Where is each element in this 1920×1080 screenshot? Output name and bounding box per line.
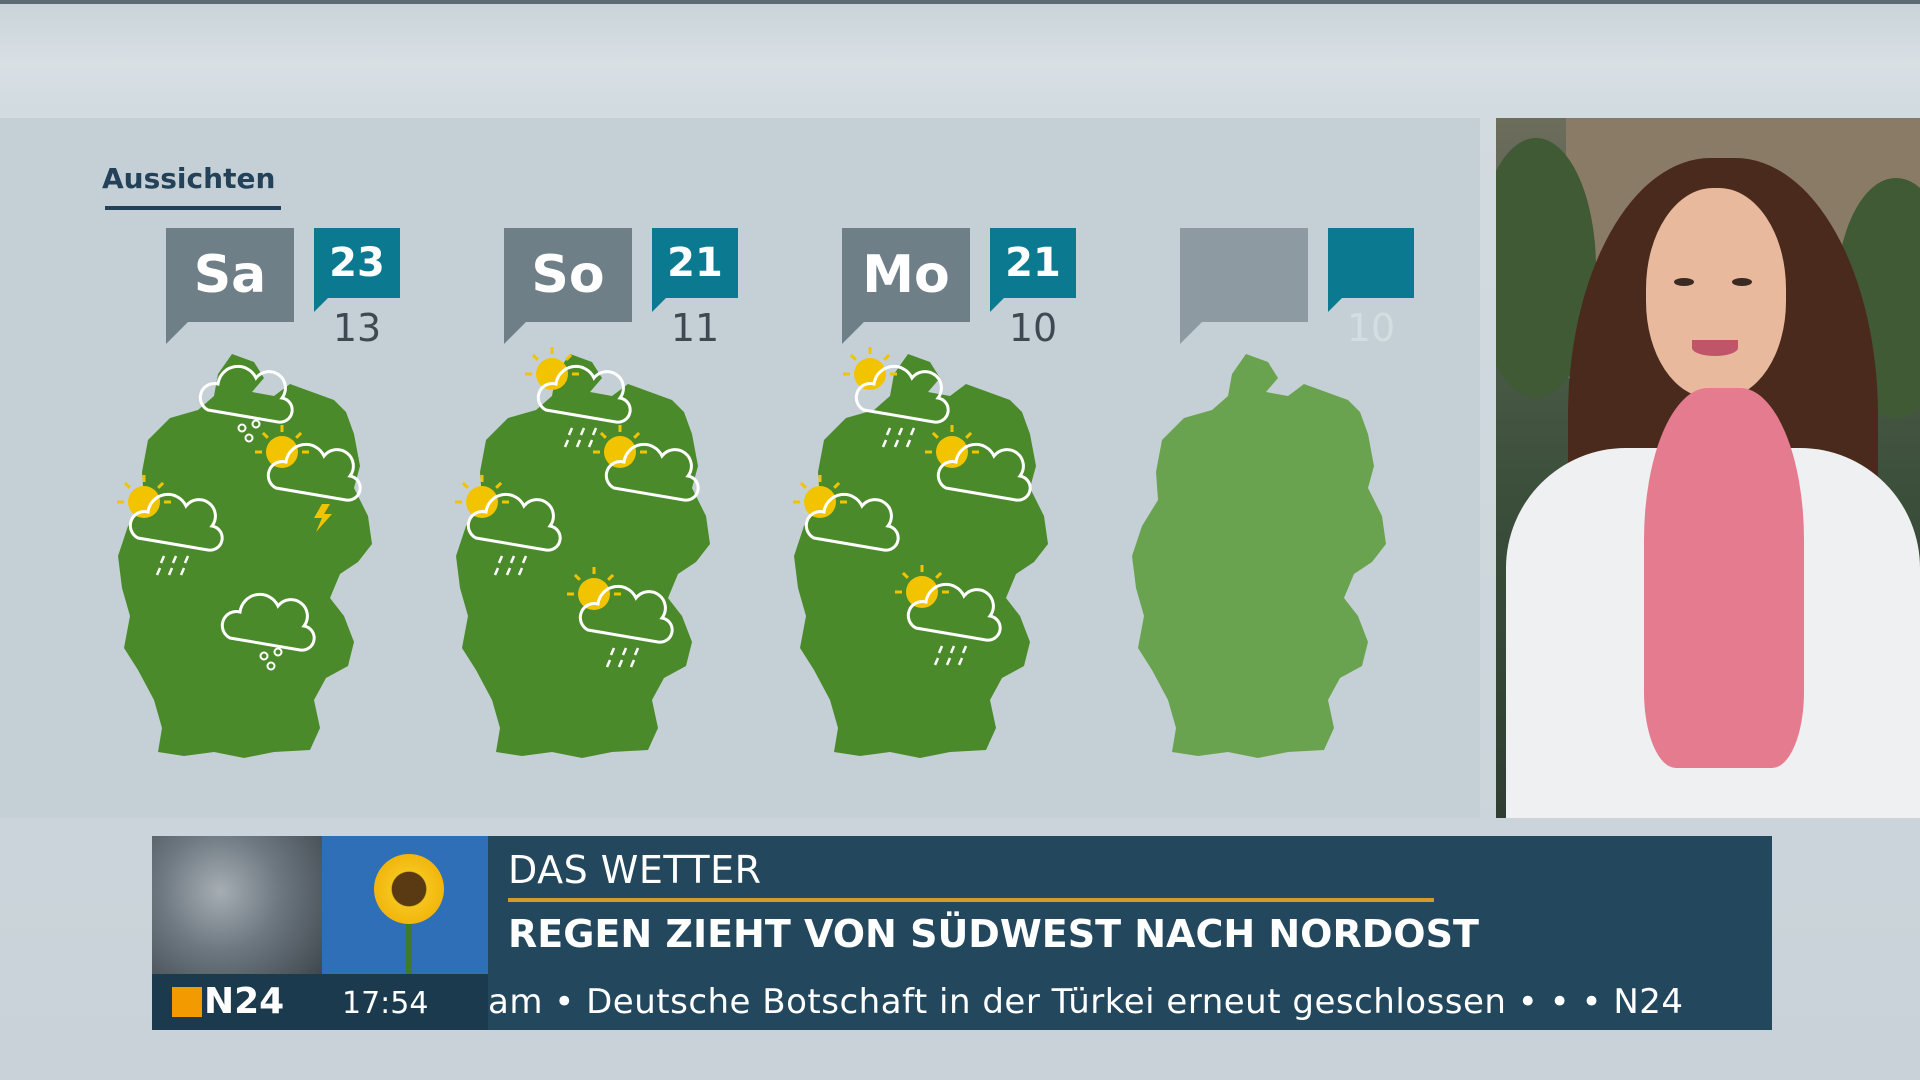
- presenter-scarf: [1644, 388, 1804, 768]
- ticker-bar: N24 17:54 am • Deutsche Botschaft in der…: [152, 974, 1772, 1030]
- day-label: Mo: [842, 228, 970, 344]
- sun-cloud-icon: [593, 425, 700, 502]
- day-forecast-mo: Mo 21 10: [782, 228, 1122, 768]
- cloud-drizzle-icon: [198, 364, 294, 443]
- temp-low: 11: [670, 306, 720, 350]
- germany-outline: [118, 354, 372, 758]
- temp-high: 21: [652, 228, 738, 312]
- logo-text: N24: [204, 981, 285, 1022]
- germany-outline: [1132, 354, 1386, 758]
- presenter-eye: [1732, 278, 1752, 286]
- germany-map: [793, 347, 1048, 758]
- news-ticker: am • Deutsche Botschaft in der Türkei er…: [488, 974, 1772, 1030]
- germany-map: [117, 354, 372, 758]
- germany-map: [455, 347, 710, 758]
- presenter-mouth: [1692, 340, 1738, 356]
- kicker-text: DAS WETTER: [508, 848, 762, 892]
- presenter-eye: [1674, 278, 1694, 286]
- headline-box: DAS WETTER REGEN ZIEHT VON SÜDWEST NACH …: [488, 836, 1772, 974]
- panel-title-underline: [105, 206, 281, 210]
- temp-low: 10: [1008, 306, 1058, 350]
- temp-high: [1328, 228, 1414, 312]
- day-forecast-next: 10: [1120, 228, 1460, 768]
- sun-cloud-rain-icon: [895, 565, 1002, 666]
- ticker-text: am • Deutsche Botschaft in der Türkei er…: [488, 982, 1684, 1022]
- kicker-divider: [508, 898, 1434, 902]
- sun-cloud-rain-icon: [455, 475, 562, 576]
- clock: 17:54: [342, 986, 429, 1021]
- sun-cloud-rain-icon: [117, 475, 224, 576]
- day-label: So: [504, 228, 632, 344]
- germany-outline: [794, 354, 1048, 758]
- cloud-drizzle-icon: [220, 592, 316, 671]
- day-label: [1180, 228, 1308, 344]
- sun-cloud-rain-icon: [525, 347, 632, 448]
- sunflower-stem: [406, 920, 412, 974]
- sunflower-icon: [374, 854, 444, 924]
- presenter-video: [1496, 118, 1920, 818]
- sun-cloud-thunder-icon: [255, 425, 362, 532]
- top-border: [0, 0, 1920, 4]
- day-forecast-so: So 21 11: [444, 228, 784, 768]
- day-forecast-sa: Sa 23 13: [106, 228, 446, 768]
- sun-cloud-icon: [793, 475, 900, 552]
- temp-high: 23: [314, 228, 400, 312]
- sun-cloud-rain-icon: [843, 347, 950, 448]
- presenter-face: [1646, 188, 1786, 398]
- channel-logo: N24: [172, 984, 284, 1020]
- day-label: Sa: [166, 228, 294, 344]
- headline-text: REGEN ZIEHT VON SÜDWEST NACH NORDOST: [508, 912, 1479, 956]
- germany-map: [1132, 354, 1386, 758]
- temp-high: 21: [990, 228, 1076, 312]
- temp-low: 10: [1346, 306, 1396, 350]
- lower-third: DAS WETTER REGEN ZIEHT VON SÜDWEST NACH …: [152, 836, 1772, 1030]
- sun-cloud-icon: [925, 425, 1032, 502]
- germany-outline: [456, 354, 710, 758]
- sun-cloud-rain-icon: [567, 567, 674, 668]
- sunflower-thumbnail: [322, 836, 488, 974]
- logo-square-icon: [172, 987, 202, 1017]
- storm-clouds-thumbnail: [152, 836, 322, 974]
- panel-title: Aussichten: [102, 162, 276, 195]
- temp-low: 13: [332, 306, 382, 350]
